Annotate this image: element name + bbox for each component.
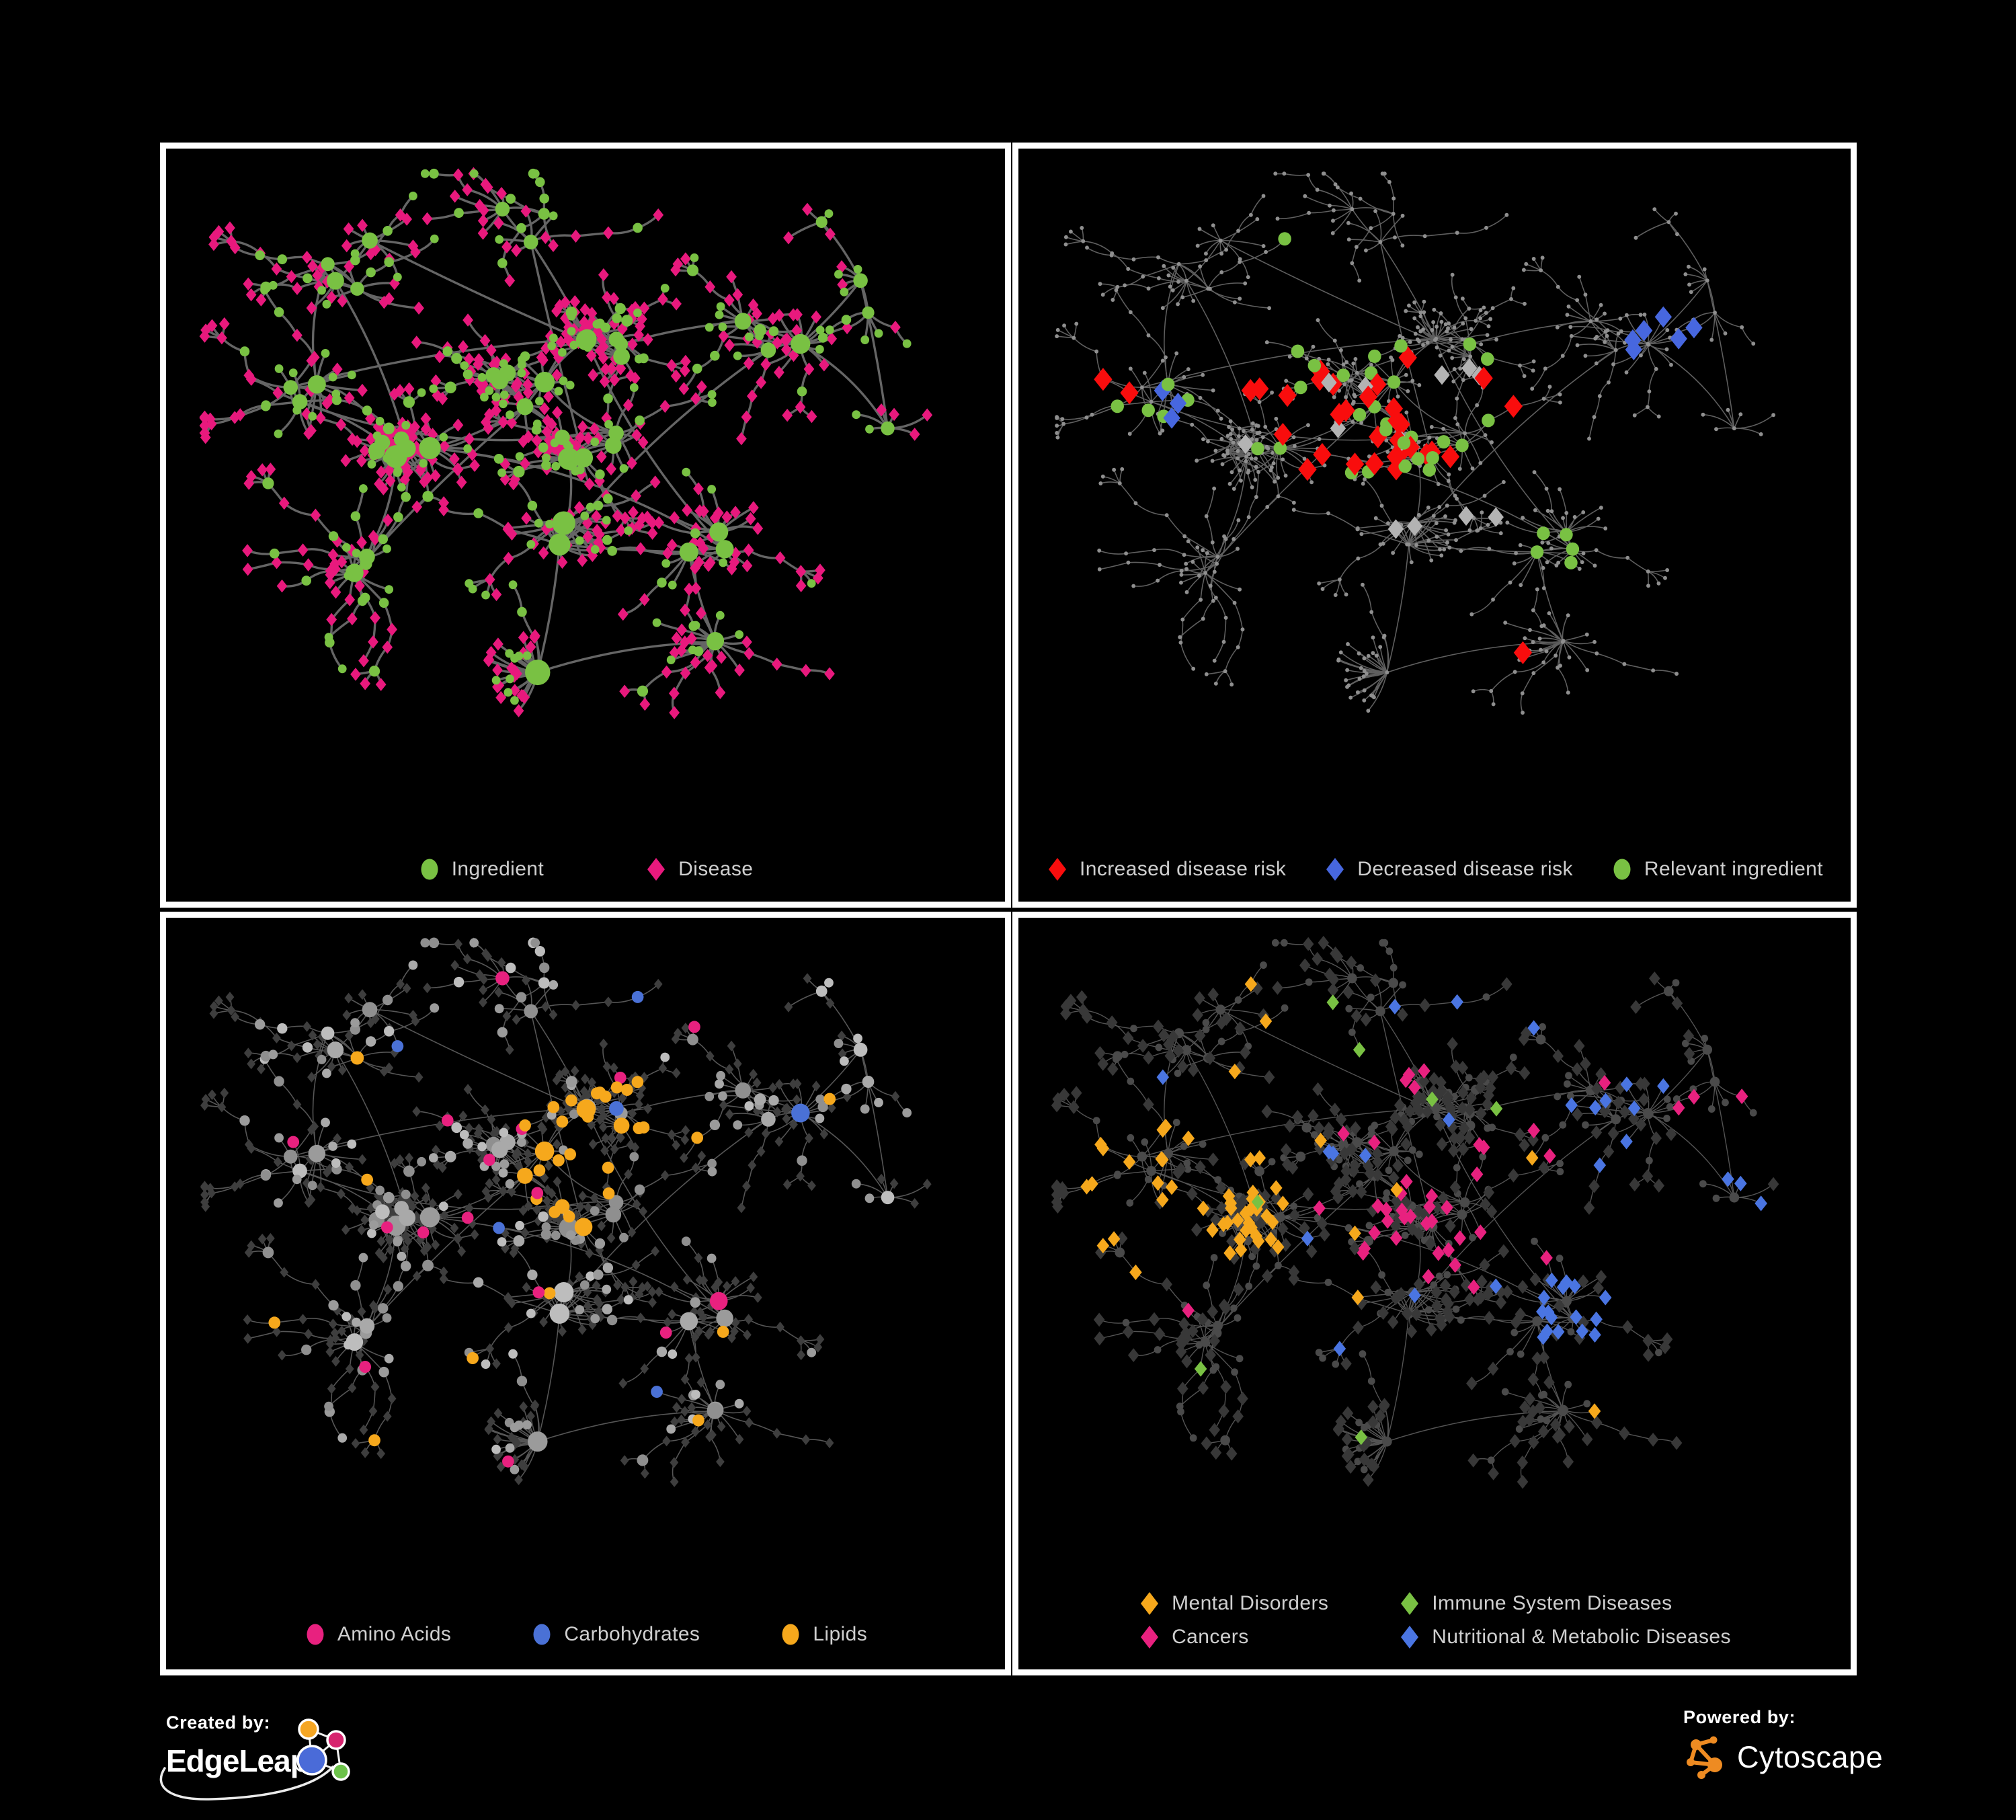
disease-class-network-graph [1051, 935, 1779, 1489]
cytoscape-wordmark: Cytoscape [1737, 1740, 1884, 1774]
legend-label: Disease [678, 858, 754, 880]
panel-nutrient-classes: Amino Acids Carbohydrates Lipids [160, 912, 1011, 1675]
edgeleap-lockup: EdgeLeap [159, 1718, 448, 1802]
panel-disease-classes: Mental Disorders Immune System Diseases Ca… [1012, 912, 1857, 1675]
legend-item-immune-system-diseases: Immune System Diseases [1398, 1591, 1731, 1616]
powered-by-label: Powered by: [1683, 1707, 1796, 1727]
created-by-label: Created by: [166, 1712, 271, 1733]
legend-circle-icon [1613, 859, 1631, 880]
legend-label: Amino Acids [337, 1623, 452, 1645]
legend-label: Mental Disorders [1172, 1592, 1329, 1614]
cytoscape-logo-icon [1687, 1736, 1722, 1779]
legend-label: Lipids [813, 1623, 868, 1645]
nutrient-class-network-graph [200, 937, 932, 1487]
legend-circle-icon [782, 1624, 799, 1645]
legend-label: Nutritional & Metabolic Diseases [1432, 1626, 1731, 1648]
legend-diamond-icon [1141, 1592, 1159, 1615]
cytoscape-lockup: Cytoscape [1683, 1733, 1883, 1782]
legend-item-ingredient: Ingredient [418, 857, 544, 882]
legend-diamond-icon [1141, 1626, 1159, 1649]
legend-item-mental-disorders: Mental Disorders [1138, 1591, 1328, 1616]
legend-disease-classes: Mental Disorders Immune System Diseases Ca… [1018, 1591, 1851, 1650]
legend-circle-icon [307, 1624, 324, 1645]
cytoscape-credit: Powered by: Cytoscape [1683, 1707, 1883, 1782]
legend-diamond-icon [647, 858, 666, 881]
legend-circle-icon [533, 1624, 551, 1645]
legend-item-carbohydrates: Carbohydrates [530, 1622, 700, 1647]
legend-label: Relevant ingredient [1644, 858, 1823, 880]
legend-item-decreased-disease-risk: Decreased disease risk [1324, 857, 1573, 882]
legend-diamond-icon [1326, 858, 1344, 881]
legend-ingredient-disease: Ingredient Disease [166, 854, 1005, 885]
legend-label: Increased disease risk [1080, 858, 1287, 880]
panel-disease-risk: Increased disease risk Decreased disease … [1012, 143, 1857, 908]
edgeleap-wordmark: EdgeLeap [166, 1743, 309, 1778]
legend-label: Decreased disease risk [1357, 858, 1573, 880]
legend-label: Ingredient [451, 858, 545, 880]
disease-risk-network-graph [1055, 171, 1776, 715]
legend-item-relevant-ingredient: Relevant ingredient [1611, 857, 1823, 882]
legend-diamond-icon [1401, 1626, 1419, 1649]
edgeleap-swoosh [159, 1766, 334, 1801]
legend-item-nutritional-metabolic-diseases: Nutritional & Metabolic Diseases [1398, 1624, 1731, 1650]
legend-item-cancers: Cancers [1138, 1624, 1328, 1650]
legend-diamond-icon [1049, 858, 1066, 881]
legend-disease-risk: Increased disease risk Decreased disease … [1018, 854, 1851, 885]
panel-ingredient-disease: Ingredient Disease [160, 143, 1011, 908]
edgeleap-credit: Created by: EdgeLeap [159, 1712, 448, 1802]
legend-nutrient-classes: Amino Acids Carbohydrates Lipids [166, 1619, 1005, 1650]
legend-item-increased-disease-risk: Increased disease risk [1046, 857, 1286, 882]
ingredient-disease-network-graph [199, 167, 933, 719]
edgeleap-logo-icon [296, 1718, 350, 1781]
legend-item-amino-acids: Amino Acids [304, 1622, 451, 1647]
legend-circle-icon [421, 859, 438, 880]
legend-diamond-icon [1401, 1592, 1419, 1615]
legend-label: Cancers [1172, 1626, 1249, 1648]
legend-item-disease: Disease [645, 857, 753, 882]
legend-label: Immune System Diseases [1432, 1592, 1672, 1614]
legend-item-lipids: Lipids [779, 1622, 867, 1647]
legend-label: Carbohydrates [564, 1623, 700, 1645]
